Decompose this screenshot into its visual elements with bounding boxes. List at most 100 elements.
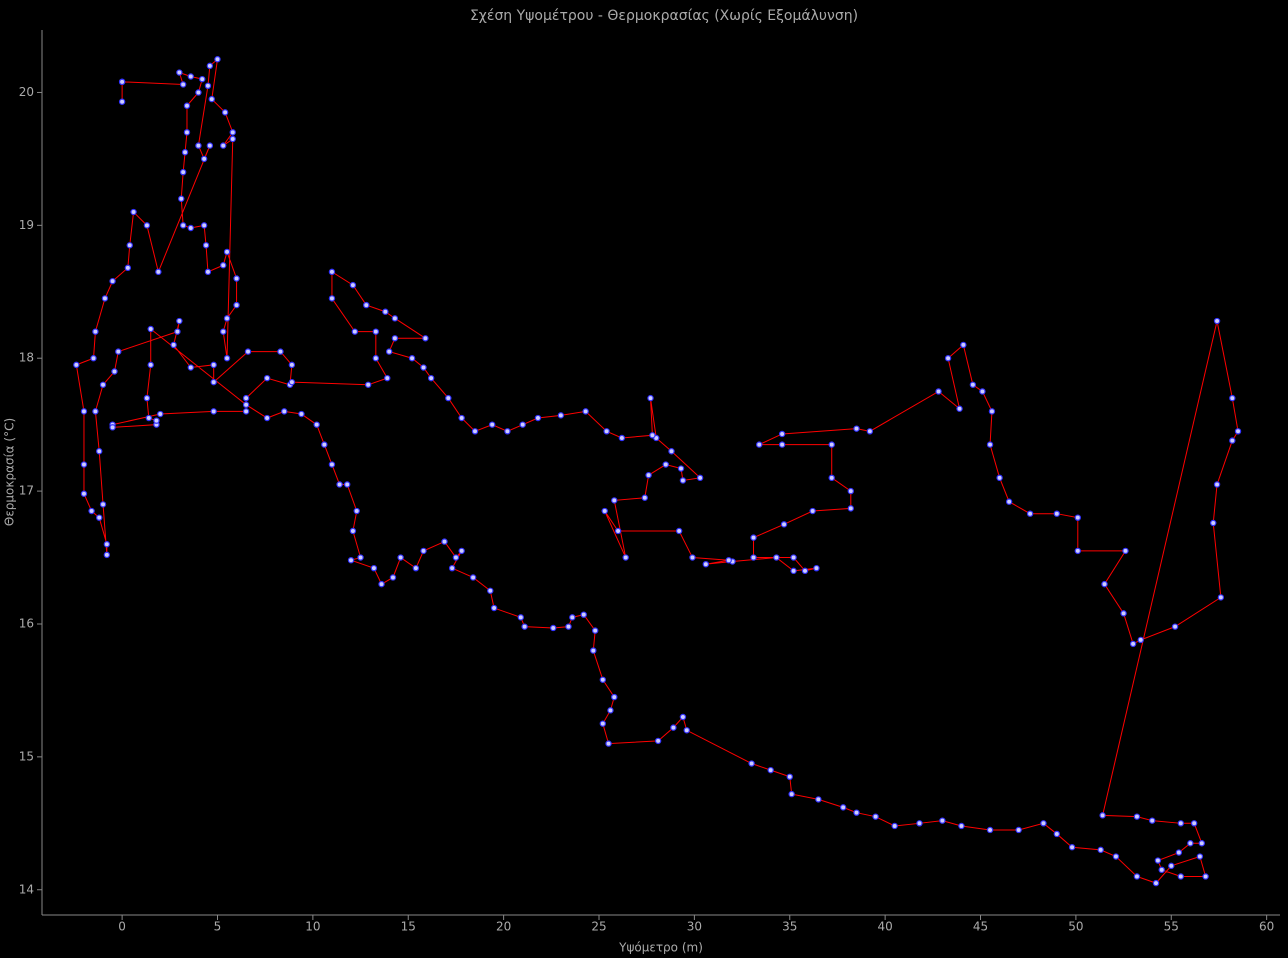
data-point (780, 521, 788, 528)
data-point (389, 574, 397, 581)
data-point (487, 587, 494, 594)
data-point (214, 56, 221, 63)
data-point (611, 497, 618, 504)
data-point (488, 421, 496, 428)
data-point (618, 434, 626, 442)
data-point (145, 414, 153, 422)
data-point (956, 405, 963, 412)
data-point (412, 564, 420, 572)
data-point (344, 481, 351, 488)
x-tick-label: 40 (877, 920, 892, 934)
data-point (445, 394, 452, 402)
data-point (223, 248, 231, 256)
x-tick-label: 20 (496, 920, 511, 934)
x-tick-label: 15 (401, 920, 416, 934)
data-point (187, 224, 194, 232)
data-point (183, 102, 191, 109)
data-point (420, 547, 427, 555)
data-point (756, 441, 763, 448)
data-point (1210, 519, 1217, 527)
data-point (242, 401, 250, 408)
data-point (397, 554, 404, 561)
data-point (281, 408, 288, 415)
data-point (90, 355, 97, 362)
data-point (441, 538, 448, 545)
data-point (391, 315, 399, 322)
data-point (1112, 853, 1120, 860)
data-point (601, 507, 608, 515)
data-point (220, 262, 227, 269)
x-tick-label: 55 (1164, 920, 1179, 934)
data-point (115, 348, 122, 355)
data-point (202, 242, 210, 249)
data-point (200, 155, 208, 163)
data-point (109, 277, 116, 285)
data-point (1217, 594, 1225, 601)
x-tick-label: 35 (782, 920, 797, 934)
data-point (1234, 428, 1242, 435)
x-tick-label: 60 (1259, 920, 1274, 934)
data-point (221, 109, 229, 116)
data-point (143, 222, 151, 229)
data-point (599, 720, 607, 727)
data-point (99, 381, 107, 388)
data-point (519, 421, 526, 428)
data-point (126, 242, 133, 249)
data-point (364, 381, 372, 388)
data-point (828, 474, 835, 482)
data-point (458, 547, 465, 555)
data-point (1129, 640, 1137, 648)
data-point (1122, 547, 1129, 555)
data-point (565, 623, 572, 630)
data-point (174, 328, 181, 335)
data-line (75, 57, 1239, 884)
data-point (210, 361, 217, 369)
data-point (179, 168, 187, 176)
data-point (328, 461, 336, 468)
data-point (828, 441, 835, 448)
data-point (1074, 547, 1081, 555)
data-point (1099, 812, 1106, 819)
data-point (242, 408, 250, 415)
data-point (654, 737, 662, 745)
data-point (773, 554, 780, 561)
data-point (229, 129, 236, 136)
data-point (591, 627, 599, 634)
data-point (960, 341, 967, 349)
data-point (677, 465, 685, 472)
data-point (178, 195, 185, 202)
data-point (195, 89, 202, 96)
data-point (1229, 394, 1236, 402)
data-point (866, 428, 874, 435)
data-point (1133, 813, 1141, 820)
y-tick-label: 14 (19, 882, 34, 896)
data-point (176, 317, 183, 325)
data-point (170, 341, 177, 349)
data-point (1137, 636, 1144, 644)
x-tick-label: 25 (591, 920, 606, 934)
data-point (288, 378, 296, 386)
data-point (73, 361, 80, 369)
data-point (1097, 846, 1104, 854)
data-point (891, 822, 898, 830)
data-point (347, 557, 355, 564)
data-point (702, 560, 710, 568)
data-point (101, 295, 109, 302)
data-point (517, 614, 524, 621)
data-point (328, 268, 336, 276)
data-point (363, 301, 370, 309)
data-point (853, 809, 860, 816)
data-point (382, 308, 389, 315)
data-point (92, 328, 99, 335)
data-point (1213, 481, 1221, 488)
data-point (336, 481, 343, 488)
data-point (448, 564, 456, 572)
data-point (124, 264, 132, 272)
data-point (111, 368, 118, 375)
data-point (452, 554, 460, 561)
data-point (96, 514, 103, 521)
data-point (1198, 840, 1205, 847)
data-point (220, 328, 227, 335)
data-point (1133, 873, 1141, 880)
y-tick-label: 19 (19, 218, 34, 232)
